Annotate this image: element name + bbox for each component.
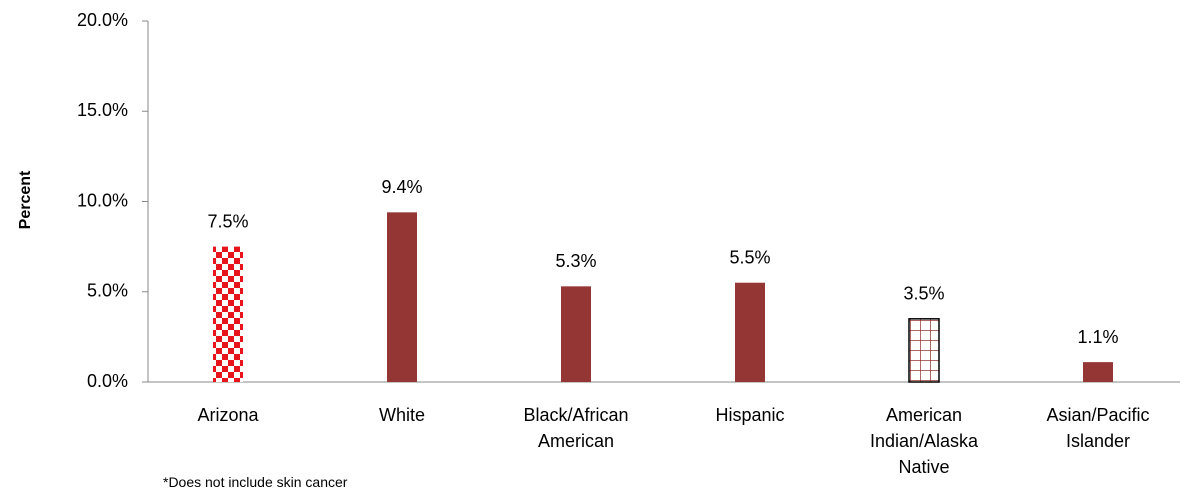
- bar: [735, 282, 765, 382]
- data-label: 5.3%: [555, 251, 596, 271]
- x-tick-label: Arizona: [197, 405, 259, 425]
- bar: [213, 246, 243, 382]
- y-tick-label: 5.0%: [87, 281, 128, 301]
- y-tick-label: 0.0%: [87, 371, 128, 391]
- data-label: 9.4%: [381, 177, 422, 197]
- data-label: 1.1%: [1077, 327, 1118, 347]
- x-tick-label: American Indian/Alaska Native: [869, 405, 979, 477]
- x-tick-label: Black/African American: [523, 405, 629, 451]
- bar: [387, 212, 417, 382]
- bar: [1083, 362, 1113, 382]
- x-tick-label: Asian/Pacific Islander: [1046, 405, 1150, 451]
- data-label: 3.5%: [903, 284, 944, 304]
- data-label: 5.5%: [729, 247, 770, 267]
- x-tick-label: Hispanic: [715, 405, 785, 425]
- x-tick-label: White: [378, 405, 425, 425]
- y-tick-label: 20.0%: [77, 10, 128, 30]
- footnote: *Does not include skin cancer: [163, 474, 348, 490]
- y-tick-label: 15.0%: [77, 100, 128, 120]
- y-tick-label: 10.0%: [77, 190, 128, 210]
- bar: [561, 286, 591, 382]
- y-axis-title: Percent: [17, 170, 34, 229]
- bar: [908, 318, 940, 383]
- data-label: 7.5%: [207, 211, 248, 231]
